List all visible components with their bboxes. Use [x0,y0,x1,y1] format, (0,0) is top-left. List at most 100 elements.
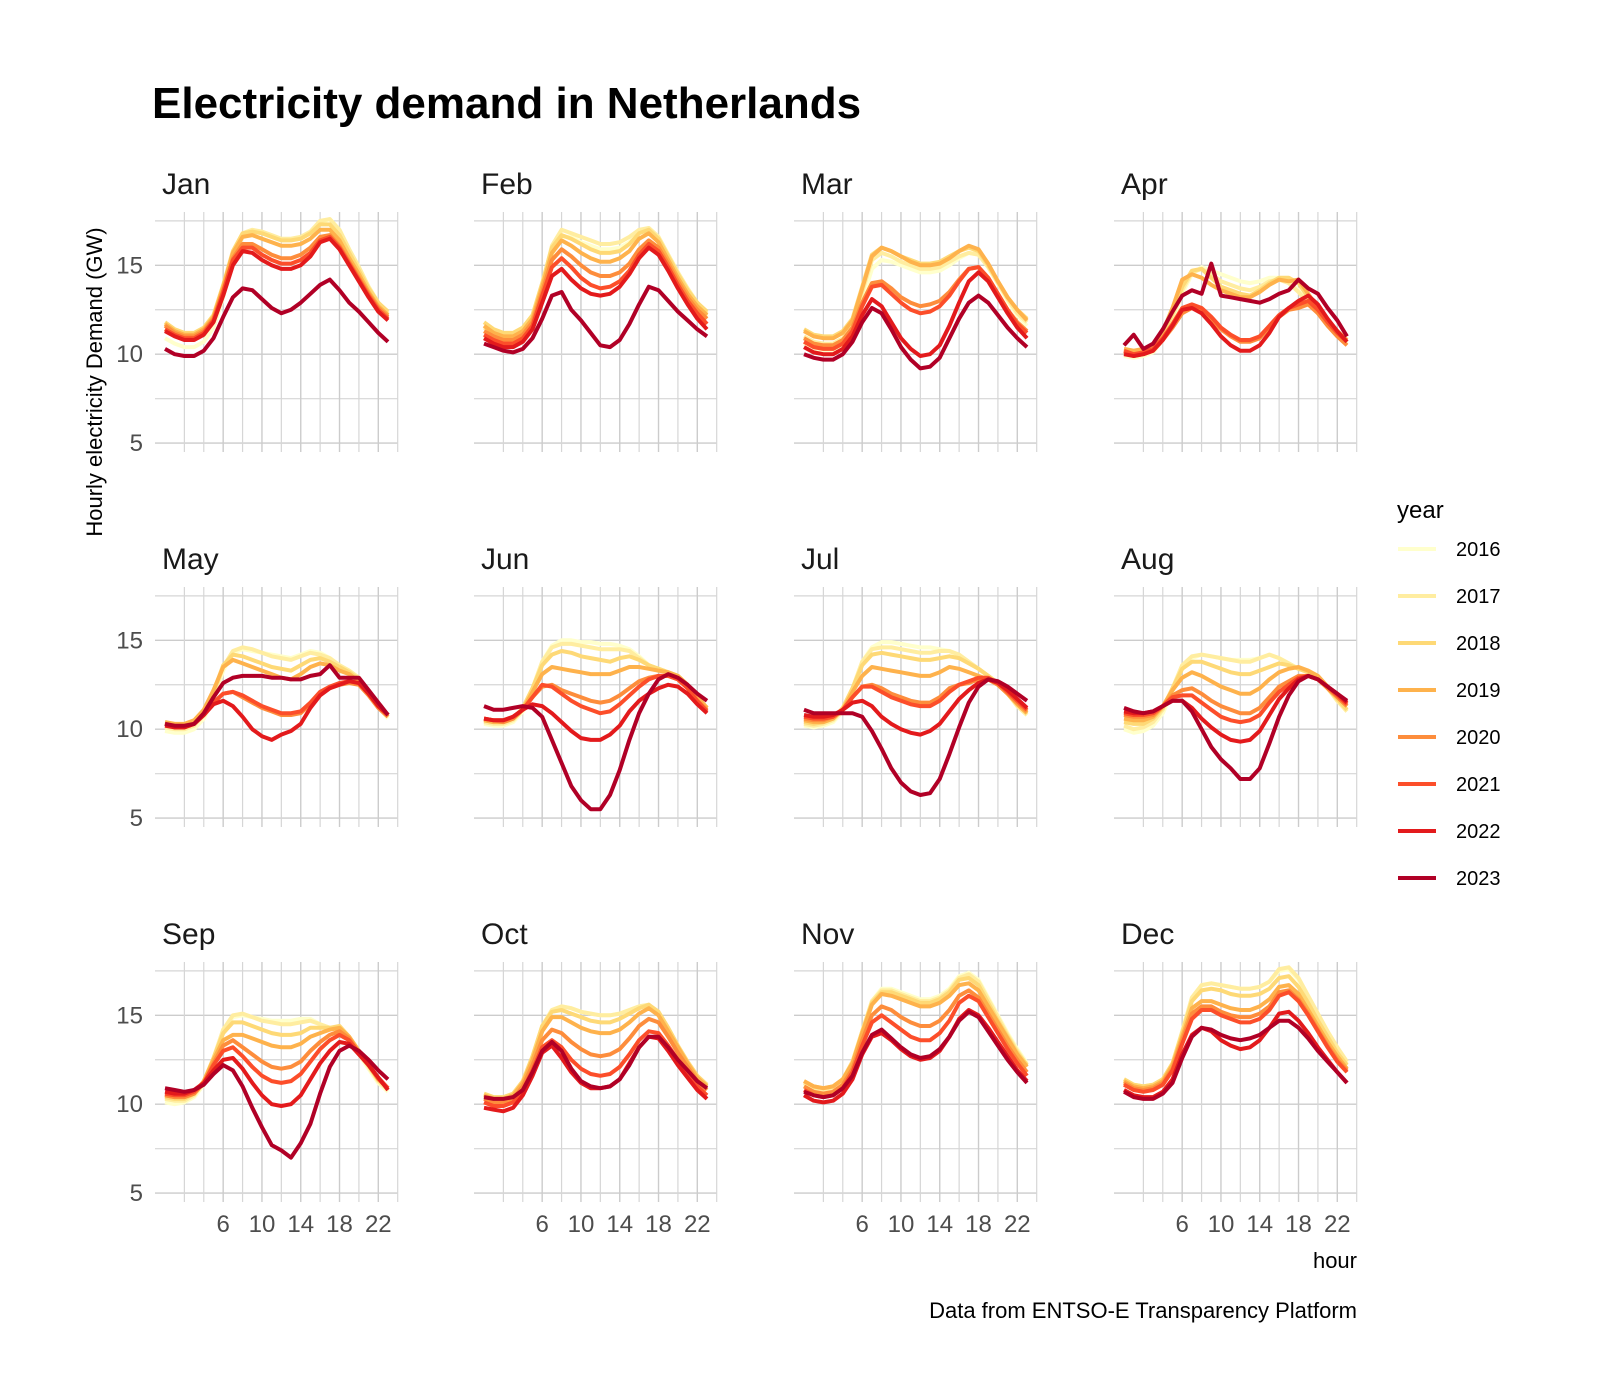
series-line-2020 [483,1016,709,1105]
series-line-2018 [1123,974,1349,1089]
series-line-2023 [483,284,709,355]
legend-item-2021: 2021 [1398,774,1501,796]
series-line-2019 [1123,983,1349,1091]
y-tick-label: 15 [116,627,143,654]
gridlines [155,587,399,827]
panel-sep: Sep 5 10 15 6 10 14 18 22 [116,918,399,1238]
legend-label: 2019 [1456,680,1501,702]
y-tick-label: 5 [130,805,143,832]
gridlines [1114,962,1358,1202]
legend: year 2016 2017 2018 2019 2020 2021 2022 2023 [1397,497,1501,890]
series-line-2023 [1123,673,1349,781]
series-line-2020 [483,238,709,342]
panel-title: Apr [1121,168,1168,201]
gridlines [1114,587,1358,827]
x-tick-label: 14 [926,1211,953,1238]
legend-item-2023: 2023 [1398,868,1501,890]
x-tick-label: 6 [1175,1211,1188,1238]
y-tick-label: 5 [130,430,143,457]
series-line-2019 [803,981,1029,1091]
gridlines [1114,212,1358,452]
panel-nov: Nov 6 10 14 18 22 [794,918,1038,1238]
y-tick-label: 10 [116,1091,143,1118]
gridlines [155,962,399,1202]
x-tick-label: 22 [1004,1211,1031,1238]
panel-title: Aug [1121,543,1174,576]
x-tick-label: 22 [1324,1211,1351,1238]
gridlines [794,962,1038,1202]
x-tick-label: 18 [326,1211,353,1238]
x-tick-label: 10 [888,1211,915,1238]
series-line-2022 [164,1040,390,1108]
series-line-2017 [803,250,1029,346]
x-tick-label: 6 [535,1211,548,1238]
panel-title: Dec [1121,918,1174,951]
x-tick-label: 14 [287,1211,314,1238]
panel-title: May [162,543,219,576]
series-line-2023 [803,677,1029,797]
x-tick-label: 18 [1285,1211,1312,1238]
chart-title: Electricity demand in Netherlands [152,79,861,128]
series-line-2019 [163,227,390,337]
x-tick-label: 22 [365,1211,392,1238]
series-line-2022 [483,682,709,742]
x-tick-label: 22 [684,1211,711,1238]
legend-label: 2021 [1456,774,1501,796]
x-tick-label: 14 [606,1211,633,1238]
legend-item-2020: 2020 [1398,727,1501,749]
legend-label: 2022 [1456,821,1501,843]
panel-title: Nov [801,918,854,951]
panel-jun: Jun [474,543,718,827]
y-axis-title: Hourly electricity Demand (GW) [82,227,107,536]
legend-label: 2018 [1456,633,1501,655]
series-line-2022 [1123,293,1349,358]
legend-title: year [1397,497,1444,524]
series-line-2022 [803,270,1029,358]
x-tick-label: 10 [1208,1211,1235,1238]
legend-label: 2023 [1456,868,1501,890]
series-line-2022 [164,236,390,342]
x-tick-label: 10 [249,1211,276,1238]
panel-title: Sep [162,918,215,951]
y-tick-label: 15 [116,252,143,279]
series-line-2021 [164,234,390,341]
series-line-2023 [803,1009,1029,1100]
panel-title: Jan [162,168,210,201]
series-line-2023 [164,1043,390,1160]
gridlines [794,212,1038,452]
panel-title: Jun [481,543,529,576]
legend-item-2017: 2017 [1398,586,1501,608]
series-line-2022 [483,245,709,350]
panel-may: May 5 10 15 [116,543,399,832]
panel-title: Oct [481,918,528,951]
series-line-2019 [803,243,1029,341]
y-tick-label: 10 [116,716,143,743]
series-line-2020 [163,233,390,339]
caption: Data from ENTSO-E Transparency Platform [929,1298,1357,1323]
series-line-2023 [1123,1018,1349,1101]
y-tick-label: 15 [116,1002,143,1029]
x-tick-label: 18 [645,1211,672,1238]
panel-jul: Jul [794,543,1038,827]
panel-title: Feb [481,168,533,201]
panel-oct: Oct 6 10 14 18 22 [474,918,718,1238]
y-tick-label: 5 [130,1180,143,1207]
series-line-2023 [1122,261,1349,351]
x-axis-title: hour [1313,1248,1357,1273]
legend-item-2016: 2016 [1398,539,1501,561]
panel-title: Mar [801,168,853,201]
legend-item-2018: 2018 [1398,633,1501,655]
series-line-2023 [164,663,390,728]
panel-aug: Aug [1114,543,1358,827]
panel-dec: Dec 6 10 14 18 22 [1114,918,1358,1238]
series-line-2023 [483,672,709,812]
x-tick-label: 6 [216,1211,229,1238]
legend-item-2022: 2022 [1398,821,1501,843]
legend-item-2019: 2019 [1398,680,1501,702]
x-tick-label: 14 [1246,1211,1273,1238]
series-line-2021 [1123,990,1349,1094]
facet-panels: Jan 5 10 15 Feb Mar Apr May 5 10 15 Jun Jul Aug Sep 5 10… [116,168,1358,1238]
x-tick-label: 18 [965,1211,992,1238]
series-line-2023 [803,293,1029,371]
